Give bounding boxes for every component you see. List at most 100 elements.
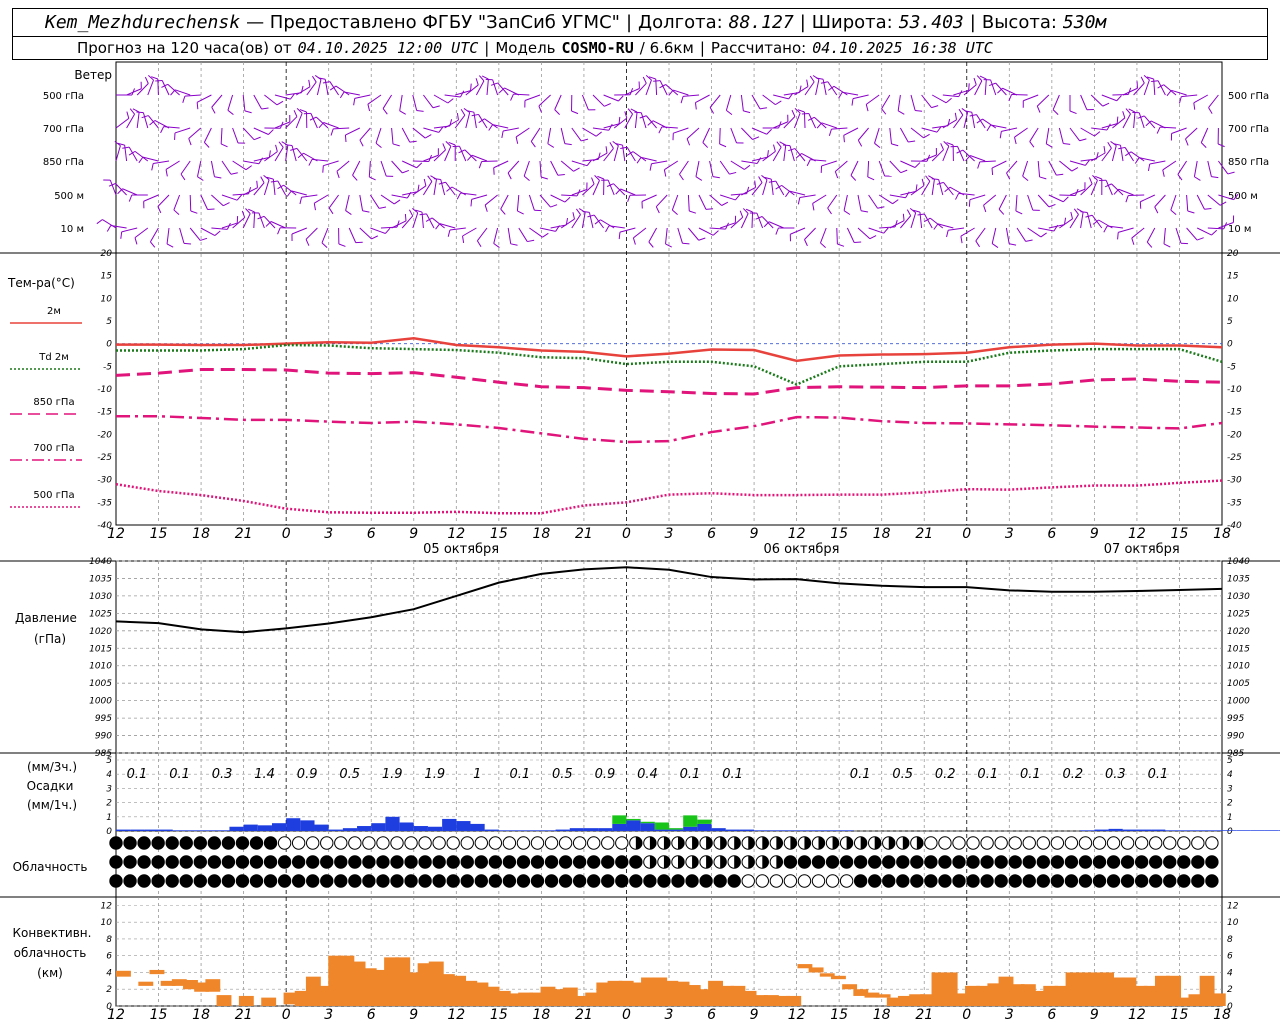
cloud-cover-fill xyxy=(776,837,782,849)
time-tick-label: 21 xyxy=(235,1007,253,1023)
precip-total-label: 0.5 xyxy=(552,767,573,782)
wind-barb xyxy=(482,161,498,162)
wind-barb-flag xyxy=(743,111,750,113)
pressure-tick-label: 1040 xyxy=(1227,557,1250,567)
cloud-cover-symbol xyxy=(939,875,951,887)
cloud-cover-fill xyxy=(875,837,881,849)
wind-barb-flag xyxy=(969,200,970,207)
wind-barb-flag xyxy=(851,175,856,180)
cloud-cover-symbol xyxy=(278,875,290,887)
rain-bar xyxy=(1222,830,1236,831)
wind-barb xyxy=(211,195,223,206)
wind-barb-flag xyxy=(961,236,962,243)
wind-barb-flag xyxy=(744,165,750,169)
wind-barb-flag xyxy=(735,195,739,200)
pressure-tick-label: 1020 xyxy=(89,627,112,637)
cloud-cover-symbol xyxy=(531,875,543,887)
wind-barb xyxy=(561,128,565,144)
wind-barb xyxy=(311,113,318,128)
wind-barb xyxy=(222,161,231,174)
wind-barb-flag xyxy=(606,226,609,232)
wind-barb-flag xyxy=(122,147,129,148)
wind-barb-flag xyxy=(204,142,209,147)
wind-barb xyxy=(932,179,934,195)
wind-barb-flag xyxy=(970,115,977,116)
cloud-cover-symbol xyxy=(770,875,782,887)
cloud-cover-symbol xyxy=(981,875,993,887)
cloud-cover-symbol xyxy=(995,856,1007,868)
wind-barb-flag xyxy=(984,205,986,212)
wind-barb xyxy=(858,228,870,239)
cloud-cover-symbol xyxy=(1178,875,1190,887)
time-tick-label: 18 xyxy=(873,1007,891,1023)
cloud-cover-symbol xyxy=(1037,856,1049,868)
cloud-cover-symbol xyxy=(1150,837,1162,849)
wind-barb xyxy=(561,161,573,171)
cloud-cover-symbol xyxy=(573,837,585,849)
wind-barb xyxy=(243,95,245,111)
pressure-title: Давление xyxy=(15,611,77,625)
wind-barb-flag xyxy=(844,135,845,142)
cloud-cover-symbol xyxy=(953,856,965,868)
cloud-cover-symbol xyxy=(1065,837,1077,849)
cloud-cover-symbol xyxy=(292,875,304,887)
cloud-cover-symbol xyxy=(222,837,234,849)
wind-level-label: 500 м xyxy=(54,191,84,202)
wind-barb xyxy=(1197,195,1204,209)
cloud-cover-symbol xyxy=(236,837,248,849)
temp-legend-label: 700 гПа xyxy=(33,443,74,454)
wind-barb-flag xyxy=(587,160,591,165)
wind-barb-flag xyxy=(1141,77,1144,83)
wind-barb xyxy=(1118,228,1133,232)
cloud-cover-symbol xyxy=(264,856,276,868)
wind-barb xyxy=(322,228,328,243)
wind-barb-flag xyxy=(248,209,254,212)
wind-barb-flag xyxy=(1209,108,1213,114)
rain-bar xyxy=(201,830,215,831)
wind-barb xyxy=(582,128,596,136)
wind-barb-flag xyxy=(548,144,554,148)
wind-barb-flag xyxy=(1108,142,1112,148)
wind-barb xyxy=(381,227,397,228)
wind-barb-flag xyxy=(980,76,986,79)
cloud-cover-symbol xyxy=(1009,837,1021,849)
wind-barb xyxy=(939,180,943,195)
wind-barb-flag xyxy=(372,236,378,239)
wind-barb-flag xyxy=(1194,177,1200,181)
wind-barb xyxy=(943,95,959,97)
wind-barb xyxy=(976,115,985,128)
wind-barb xyxy=(158,195,169,207)
wind-barb-flag xyxy=(962,108,968,112)
wind-barb-flag xyxy=(312,76,316,82)
time-tick-label: 6 xyxy=(707,526,716,542)
rain-bar xyxy=(400,822,414,831)
wind-barb xyxy=(529,195,534,210)
cloud-cover-fill xyxy=(650,837,656,849)
wind-barb xyxy=(551,195,565,202)
wind-barb-flag xyxy=(249,187,251,194)
wind-barb xyxy=(1081,128,1095,136)
wind-barb xyxy=(1014,128,1027,137)
cloud-cover-symbol xyxy=(672,875,684,887)
rain-bar xyxy=(726,830,740,831)
wind-barb-flag xyxy=(844,211,850,215)
wind-barb xyxy=(413,128,425,138)
wind-barb-flag xyxy=(1220,202,1226,205)
wind-barb xyxy=(243,161,259,164)
wind-barb-flag xyxy=(306,239,309,245)
wind-barb-flag xyxy=(740,211,742,218)
cloud-cover-symbol xyxy=(812,875,824,887)
wind-barb xyxy=(540,161,541,177)
wind-barb xyxy=(360,195,363,211)
wind-barb-flag xyxy=(393,144,400,146)
wind-barb xyxy=(529,228,542,237)
wind-barb xyxy=(1002,88,1017,95)
wind-barb-flag xyxy=(245,111,252,113)
time-tick-label: 21 xyxy=(575,526,593,542)
wind-barb xyxy=(688,195,689,211)
rain-bar xyxy=(499,830,513,831)
wind-barb xyxy=(731,217,743,228)
wind-barb xyxy=(175,128,190,133)
wind-barb xyxy=(1201,128,1208,143)
rain-bar xyxy=(712,828,726,831)
